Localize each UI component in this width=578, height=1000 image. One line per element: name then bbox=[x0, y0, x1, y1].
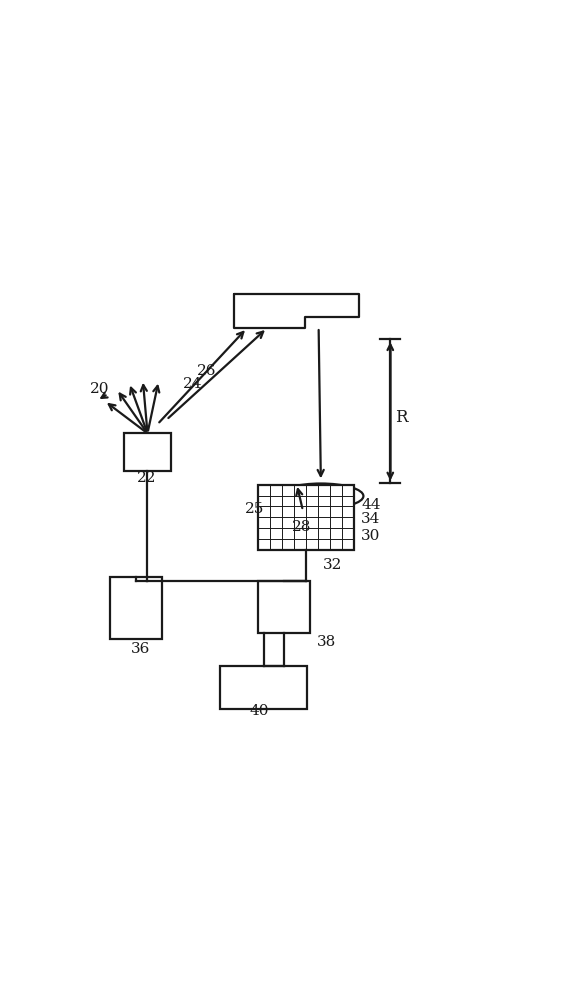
Text: 36: 36 bbox=[131, 642, 150, 656]
FancyBboxPatch shape bbox=[110, 577, 162, 639]
Text: 30: 30 bbox=[361, 529, 380, 543]
Ellipse shape bbox=[279, 483, 364, 509]
FancyBboxPatch shape bbox=[258, 581, 310, 633]
Text: 22: 22 bbox=[137, 471, 157, 485]
Text: 34: 34 bbox=[361, 512, 380, 526]
Text: 44: 44 bbox=[361, 498, 381, 512]
Text: 26: 26 bbox=[197, 364, 216, 378]
Text: R: R bbox=[395, 409, 407, 426]
Text: 28: 28 bbox=[292, 520, 311, 534]
FancyBboxPatch shape bbox=[124, 433, 171, 471]
Text: 24: 24 bbox=[183, 377, 203, 391]
Text: 40: 40 bbox=[249, 704, 269, 718]
Text: 38: 38 bbox=[316, 635, 336, 649]
Text: 20: 20 bbox=[90, 382, 110, 396]
Text: 25: 25 bbox=[244, 502, 264, 516]
FancyBboxPatch shape bbox=[258, 485, 354, 550]
FancyBboxPatch shape bbox=[220, 666, 307, 709]
Text: 32: 32 bbox=[323, 558, 343, 572]
